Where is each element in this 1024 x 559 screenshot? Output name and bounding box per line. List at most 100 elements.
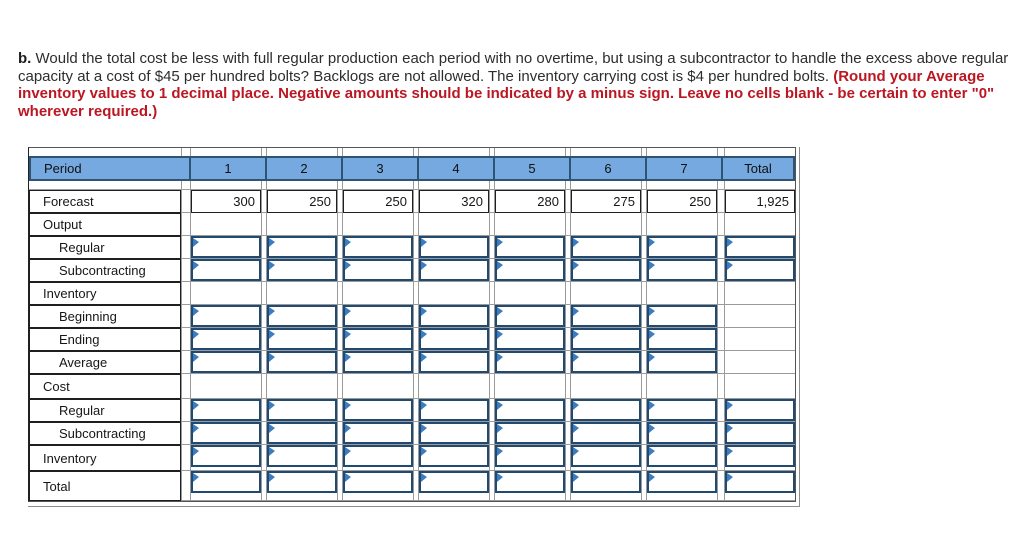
input-cell[interactable]	[647, 471, 717, 493]
grid-cell	[191, 305, 261, 328]
input-cell[interactable]	[495, 445, 565, 467]
grid-cell-blank	[647, 282, 717, 305]
input-cell[interactable]	[419, 328, 489, 350]
input-cell[interactable]	[495, 259, 565, 281]
input-cell[interactable]	[571, 351, 641, 373]
cell-flag-icon	[573, 401, 579, 410]
cell-flag-icon	[497, 330, 503, 339]
grid-cell-blank	[725, 148, 795, 156]
input-cell[interactable]	[647, 305, 717, 327]
input-cell[interactable]	[191, 445, 261, 467]
input-cell[interactable]	[191, 399, 261, 421]
input-cell[interactable]	[267, 445, 337, 467]
input-cell[interactable]	[725, 399, 795, 421]
grid-line	[261, 374, 267, 399]
input-cell[interactable]	[419, 351, 489, 373]
input-cell[interactable]	[191, 259, 261, 281]
input-cell[interactable]	[343, 305, 413, 327]
input-cell[interactable]	[647, 422, 717, 444]
grid-line	[261, 181, 267, 190]
grid-cell	[571, 236, 641, 259]
input-cell[interactable]	[191, 305, 261, 327]
grid-line	[413, 181, 419, 190]
cell-flag-icon	[649, 238, 655, 247]
grid-line	[337, 445, 343, 471]
input-cell[interactable]	[419, 422, 489, 444]
input-cell[interactable]	[343, 399, 413, 421]
input-cell[interactable]	[495, 422, 565, 444]
grid-line	[413, 422, 419, 445]
input-cell[interactable]	[571, 305, 641, 327]
input-cell[interactable]	[343, 328, 413, 350]
input-cell[interactable]	[343, 445, 413, 467]
input-cell[interactable]	[725, 471, 795, 493]
input-cell[interactable]	[419, 445, 489, 467]
input-cell[interactable]	[495, 471, 565, 493]
input-cell[interactable]	[267, 351, 337, 373]
input-cell[interactable]	[343, 422, 413, 444]
table-row: Average	[29, 351, 795, 374]
grid-line	[181, 471, 191, 501]
input-cell[interactable]	[343, 236, 413, 258]
input-cell[interactable]	[419, 236, 489, 258]
input-cell[interactable]	[647, 399, 717, 421]
input-cell[interactable]	[191, 422, 261, 444]
input-cell[interactable]	[647, 351, 717, 373]
input-cell[interactable]	[267, 259, 337, 281]
input-cell[interactable]	[191, 351, 261, 373]
grid-cell-blank	[647, 213, 717, 236]
cell-flag-icon	[193, 447, 199, 456]
input-cell[interactable]	[267, 399, 337, 421]
input-cell[interactable]	[343, 351, 413, 373]
input-cell[interactable]	[495, 399, 565, 421]
grid-line	[717, 445, 725, 471]
input-cell[interactable]	[725, 236, 795, 258]
input-cell[interactable]	[571, 259, 641, 281]
input-cell[interactable]	[267, 422, 337, 444]
input-cell[interactable]	[647, 236, 717, 258]
input-cell[interactable]	[495, 236, 565, 258]
input-cell[interactable]	[647, 445, 717, 467]
input-cell[interactable]	[419, 259, 489, 281]
input-cell[interactable]	[419, 471, 489, 493]
input-cell[interactable]	[571, 236, 641, 258]
input-cell[interactable]	[725, 445, 795, 467]
cell-flag-icon	[193, 238, 199, 247]
input-cell[interactable]	[267, 305, 337, 327]
input-cell[interactable]	[191, 236, 261, 258]
input-cell[interactable]	[725, 259, 795, 281]
grid-cell-blank	[29, 148, 181, 156]
input-cell[interactable]	[725, 422, 795, 444]
input-cell[interactable]	[191, 328, 261, 350]
input-cell[interactable]	[495, 305, 565, 327]
grid-line	[181, 374, 191, 399]
grid-line	[489, 305, 495, 328]
input-cell[interactable]	[495, 351, 565, 373]
input-cell[interactable]	[495, 328, 565, 350]
input-cell[interactable]	[191, 471, 261, 493]
cell-flag-icon	[649, 424, 655, 433]
input-cell[interactable]	[571, 471, 641, 493]
input-cell[interactable]	[267, 328, 337, 350]
input-cell[interactable]	[647, 259, 717, 281]
input-cell[interactable]	[267, 236, 337, 258]
input-cell[interactable]	[419, 305, 489, 327]
input-cell[interactable]	[343, 471, 413, 493]
input-cell[interactable]	[647, 328, 717, 350]
grid-cell-blank	[343, 282, 413, 305]
grid-cell-blank	[419, 148, 489, 156]
input-cell[interactable]	[419, 399, 489, 421]
input-cell[interactable]	[267, 471, 337, 493]
table-row: Output	[29, 213, 795, 236]
input-cell[interactable]	[571, 399, 641, 421]
grid-line	[181, 399, 191, 422]
input-cell[interactable]	[571, 445, 641, 467]
grid-line	[641, 190, 647, 213]
grid-cell	[647, 351, 717, 374]
grid-line	[181, 190, 191, 213]
input-cell[interactable]	[343, 259, 413, 281]
grid-cell-blank	[267, 213, 337, 236]
grid-line	[641, 259, 647, 282]
input-cell[interactable]	[571, 422, 641, 444]
input-cell[interactable]	[571, 328, 641, 350]
